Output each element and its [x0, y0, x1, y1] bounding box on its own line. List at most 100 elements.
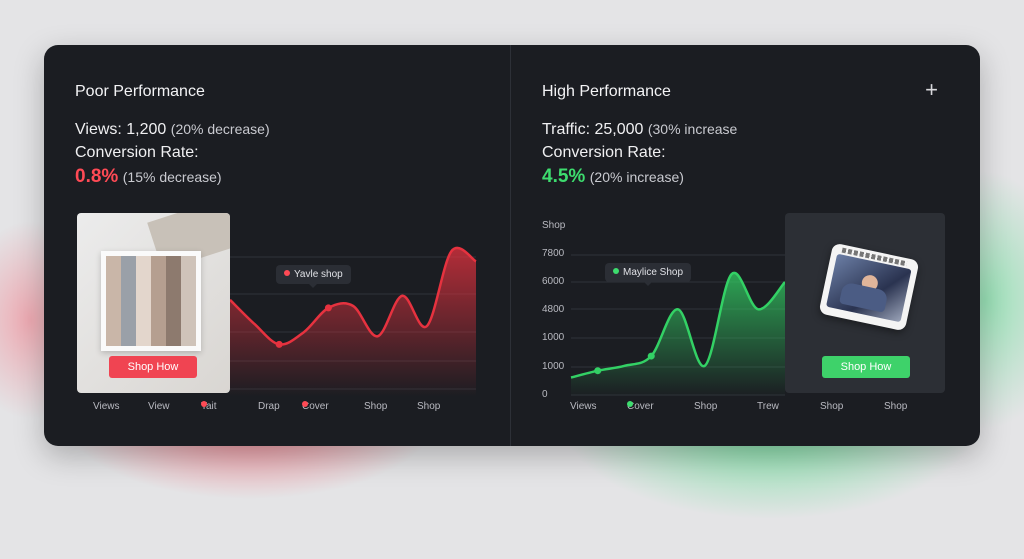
chart-point [275, 340, 283, 348]
product-sticker [818, 242, 920, 332]
pixel-block [151, 271, 166, 286]
conversion-stat: 4.5% (20% increase) [542, 166, 684, 188]
pixel-block [181, 316, 196, 331]
panel-divider [510, 45, 511, 446]
tooltip-label: Maylice Shop [623, 267, 684, 278]
pixel-block [166, 316, 181, 331]
legend-dot [627, 401, 633, 407]
shop-now-button[interactable]: Shop How [109, 356, 197, 378]
traffic-change: (30% increase [647, 121, 738, 137]
pixel-block [166, 301, 181, 316]
chart-point [324, 304, 332, 312]
chart-point [594, 367, 602, 375]
y-axis-label: 0 [542, 389, 548, 400]
product-photo [101, 251, 201, 351]
tooltip-label: Yavle shop [294, 269, 343, 280]
high-performance-panel: High Performance + Traffic: 25,000 (30% … [511, 45, 980, 446]
x-axis-label: Trew [757, 401, 779, 412]
pixel-block [106, 316, 121, 331]
poor-performance-panel: Poor Performance Views: 1,200 (20% decre… [44, 45, 510, 446]
conversion-change: (15% decrease) [122, 169, 222, 185]
y-axis-label: 6000 [542, 276, 565, 287]
chart-tooltip: Yavle shop [276, 265, 351, 288]
comparison-card: Poor Performance Views: 1,200 (20% decre… [44, 45, 980, 446]
conversion-value: 0.8% [75, 166, 119, 187]
shop-now-button[interactable]: Shop How [822, 356, 910, 378]
y-axis-label: 1000 [542, 332, 565, 343]
x-axis-label: Views [570, 401, 597, 412]
pixel-block [106, 331, 121, 346]
pixel-block [166, 331, 181, 346]
x-axis-label: Cover [627, 401, 654, 412]
pixel-block [166, 271, 181, 286]
y-axis-label: 1000 [542, 361, 565, 372]
pixel-block [181, 301, 196, 316]
person-body [838, 281, 889, 313]
panel-title: Poor Performance [75, 83, 205, 100]
x-axis-label: Shop [694, 401, 718, 412]
views-label: Views: 1,200 [75, 121, 167, 138]
y-axis-label: 7800 [542, 248, 565, 259]
views-change: (20% decrease) [170, 121, 270, 137]
x-axis-label: Shop [417, 401, 441, 412]
chart-series-line [570, 271, 786, 379]
x-axis-labels: Views View Tait Drap Cover Shop Shop [44, 401, 510, 415]
tooltip-dot [284, 270, 290, 276]
x-axis-labels: Views Cover Shop Trew Shop Shop [511, 401, 980, 415]
pixel-block [106, 301, 121, 316]
pixel-block [151, 301, 166, 316]
pixel-block [121, 256, 136, 271]
pixel-block [136, 256, 151, 271]
x-axis-label: Drap [258, 401, 280, 412]
pixel-block [181, 331, 196, 346]
chart-tooltip: Maylice Shop [605, 263, 692, 286]
y-axis-label: 4800 [542, 304, 565, 315]
conversion-label: Conversion Rate: [75, 144, 199, 161]
x-axis-label: Cover [302, 401, 329, 412]
x-axis-label: Shop [820, 401, 844, 412]
pixel-block [136, 301, 151, 316]
pixelated-image [106, 256, 196, 346]
plus-icon[interactable]: + [925, 77, 938, 102]
pixel-block [151, 286, 166, 301]
pixel-block [106, 256, 121, 271]
pixel-block [151, 331, 166, 346]
conversion-label: Conversion Rate: [542, 144, 666, 161]
conversion-change: (20% increase) [589, 169, 684, 185]
tooltip-dot [613, 268, 619, 274]
chart-point [647, 352, 655, 360]
x-axis-label: Shop [884, 401, 908, 412]
pixel-block [106, 286, 121, 301]
product-card: Shop How [785, 213, 945, 393]
legend-dot [302, 401, 308, 407]
pixel-block [121, 301, 136, 316]
legend-dot [201, 401, 207, 407]
pixel-block [121, 271, 136, 286]
chart-series-line [229, 246, 477, 346]
pixel-block [136, 271, 151, 286]
pixel-block [166, 286, 181, 301]
pixel-block [181, 271, 196, 286]
pixel-block [166, 256, 181, 271]
pixel-block [121, 286, 136, 301]
pixel-block [121, 316, 136, 331]
pixel-block [136, 331, 151, 346]
high-performance-chart [570, 254, 786, 397]
panel-title: High Performance [542, 83, 671, 100]
chart-area [230, 247, 476, 397]
poor-performance-chart [229, 246, 477, 397]
pixel-block [136, 316, 151, 331]
x-axis-label: View [148, 401, 170, 412]
pixel-block [181, 286, 196, 301]
pixel-block [106, 271, 121, 286]
pixel-block [151, 316, 166, 331]
chart-area [571, 272, 785, 397]
x-axis-label: Tait [201, 401, 217, 412]
traffic-stat: Traffic: 25,000 (30% increase [542, 121, 737, 139]
pixel-block [181, 256, 196, 271]
x-axis-label: Views [93, 401, 120, 412]
pixel-block [151, 256, 166, 271]
pixel-block [136, 286, 151, 301]
conversion-stat: 0.8% (15% decrease) [75, 166, 222, 188]
traffic-label: Traffic: 25,000 [542, 121, 644, 138]
